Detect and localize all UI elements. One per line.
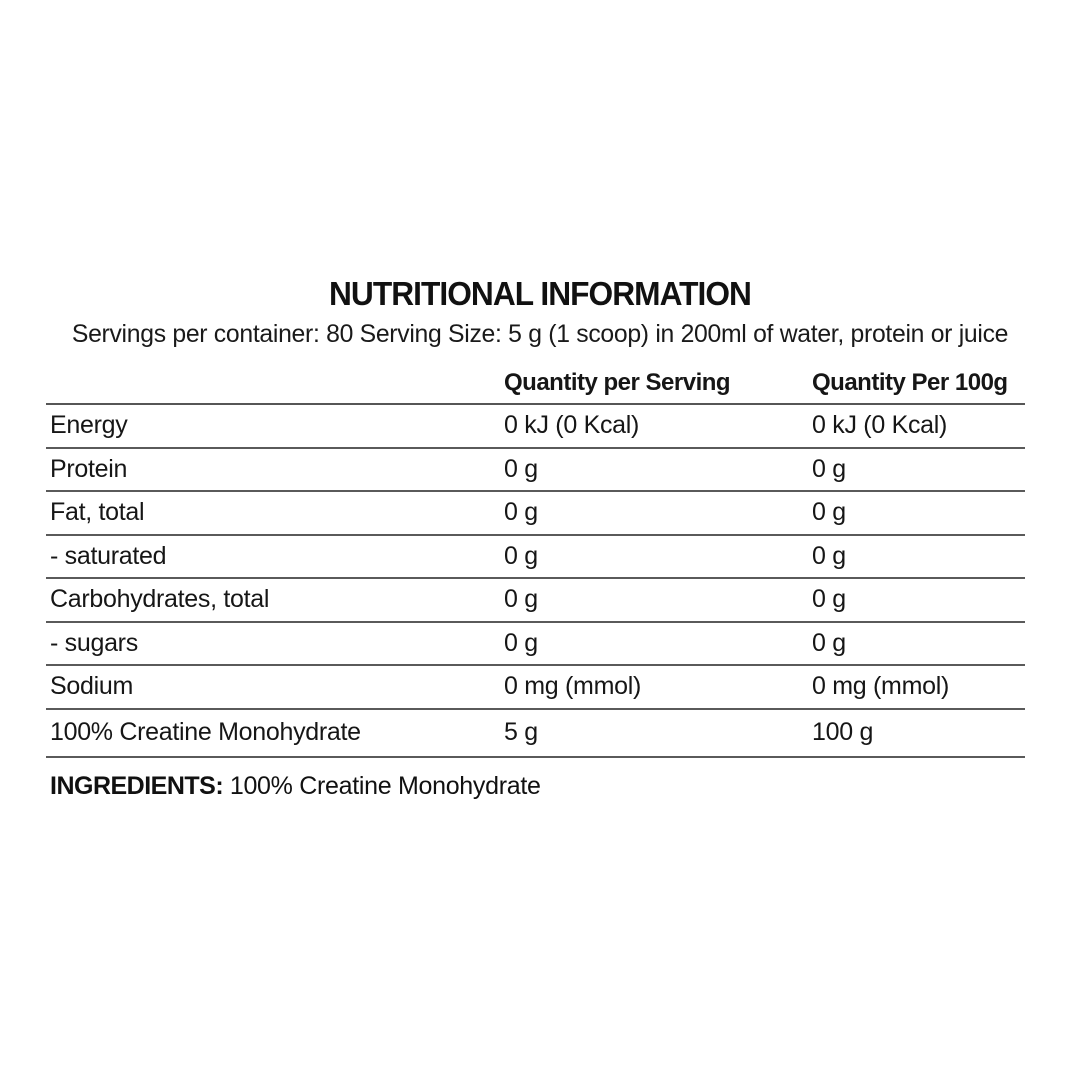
nutrition-table: Quantity per Serving Quantity Per 100g E… — [46, 363, 1025, 758]
value-per-serving: 0 g — [504, 454, 538, 483]
table-row: Energy 0 kJ (0 Kcal) 0 kJ (0 Kcal) — [46, 405, 1025, 449]
value-per-100g: 0 g — [812, 585, 846, 614]
nutrient-name: Fat, total — [50, 498, 145, 527]
value-per-100g: 0 g — [812, 628, 846, 657]
ingredients-value: 100% Creatine Monohydrate — [229, 771, 541, 800]
table-row: Fat, total 0 g 0 g — [46, 492, 1025, 536]
column-header-per-serving: Quantity per Serving — [504, 369, 731, 396]
table-header-row: Quantity per Serving Quantity Per 100g — [46, 363, 1025, 405]
table-row: Carbohydrates, total 0 g 0 g — [46, 579, 1025, 623]
nutrient-name: Energy — [50, 411, 128, 440]
table-row: Sodium 0 mg (mmol) 0 mg (mmol) — [46, 666, 1025, 710]
nutrient-name: - saturated — [50, 541, 167, 570]
table-row: 100% Creatine Monohydrate 5 g 100 g — [46, 710, 1025, 758]
page-title: NUTRITIONAL INFORMATION — [328, 275, 752, 312]
value-per-serving: 0 g — [504, 585, 538, 614]
value-per-100g: 0 kJ (0 Kcal) — [812, 411, 948, 440]
value-per-100g: 100 g — [812, 718, 874, 746]
value-per-100g: 0 mg (mmol) — [812, 672, 949, 701]
value-per-100g: 0 g — [812, 541, 846, 570]
value-per-serving: 0 mg (mmol) — [504, 672, 641, 701]
nutrient-name: Carbohydrates, total — [50, 585, 270, 614]
value-per-100g: 0 g — [812, 454, 846, 483]
value-per-serving: 0 kJ (0 Kcal) — [504, 411, 640, 440]
ingredients-label: INGREDIENTS: — [50, 771, 224, 800]
column-header-per-100g: Quantity Per 100g — [812, 369, 1008, 396]
nutrient-name: Protein — [50, 454, 128, 483]
nutrient-name: 100% Creatine Monohydrate — [50, 718, 361, 746]
value-per-serving: 0 g — [504, 541, 538, 570]
nutrient-name: Sodium — [50, 672, 133, 701]
table-row: Protein 0 g 0 g — [46, 449, 1025, 492]
serving-info: Servings per container: 80 Serving Size:… — [71, 320, 1009, 348]
table-row: - sugars 0 g 0 g — [46, 623, 1025, 666]
value-per-serving: 0 g — [504, 628, 538, 657]
nutrient-name: - sugars — [50, 628, 138, 657]
value-per-100g: 0 g — [812, 498, 846, 527]
value-per-serving: 5 g — [504, 718, 538, 746]
value-per-serving: 0 g — [504, 498, 538, 527]
table-row: - saturated 0 g 0 g — [46, 536, 1025, 579]
ingredients-line: INGREDIENTS: 100% Creatine Monohydrate — [50, 772, 1025, 801]
